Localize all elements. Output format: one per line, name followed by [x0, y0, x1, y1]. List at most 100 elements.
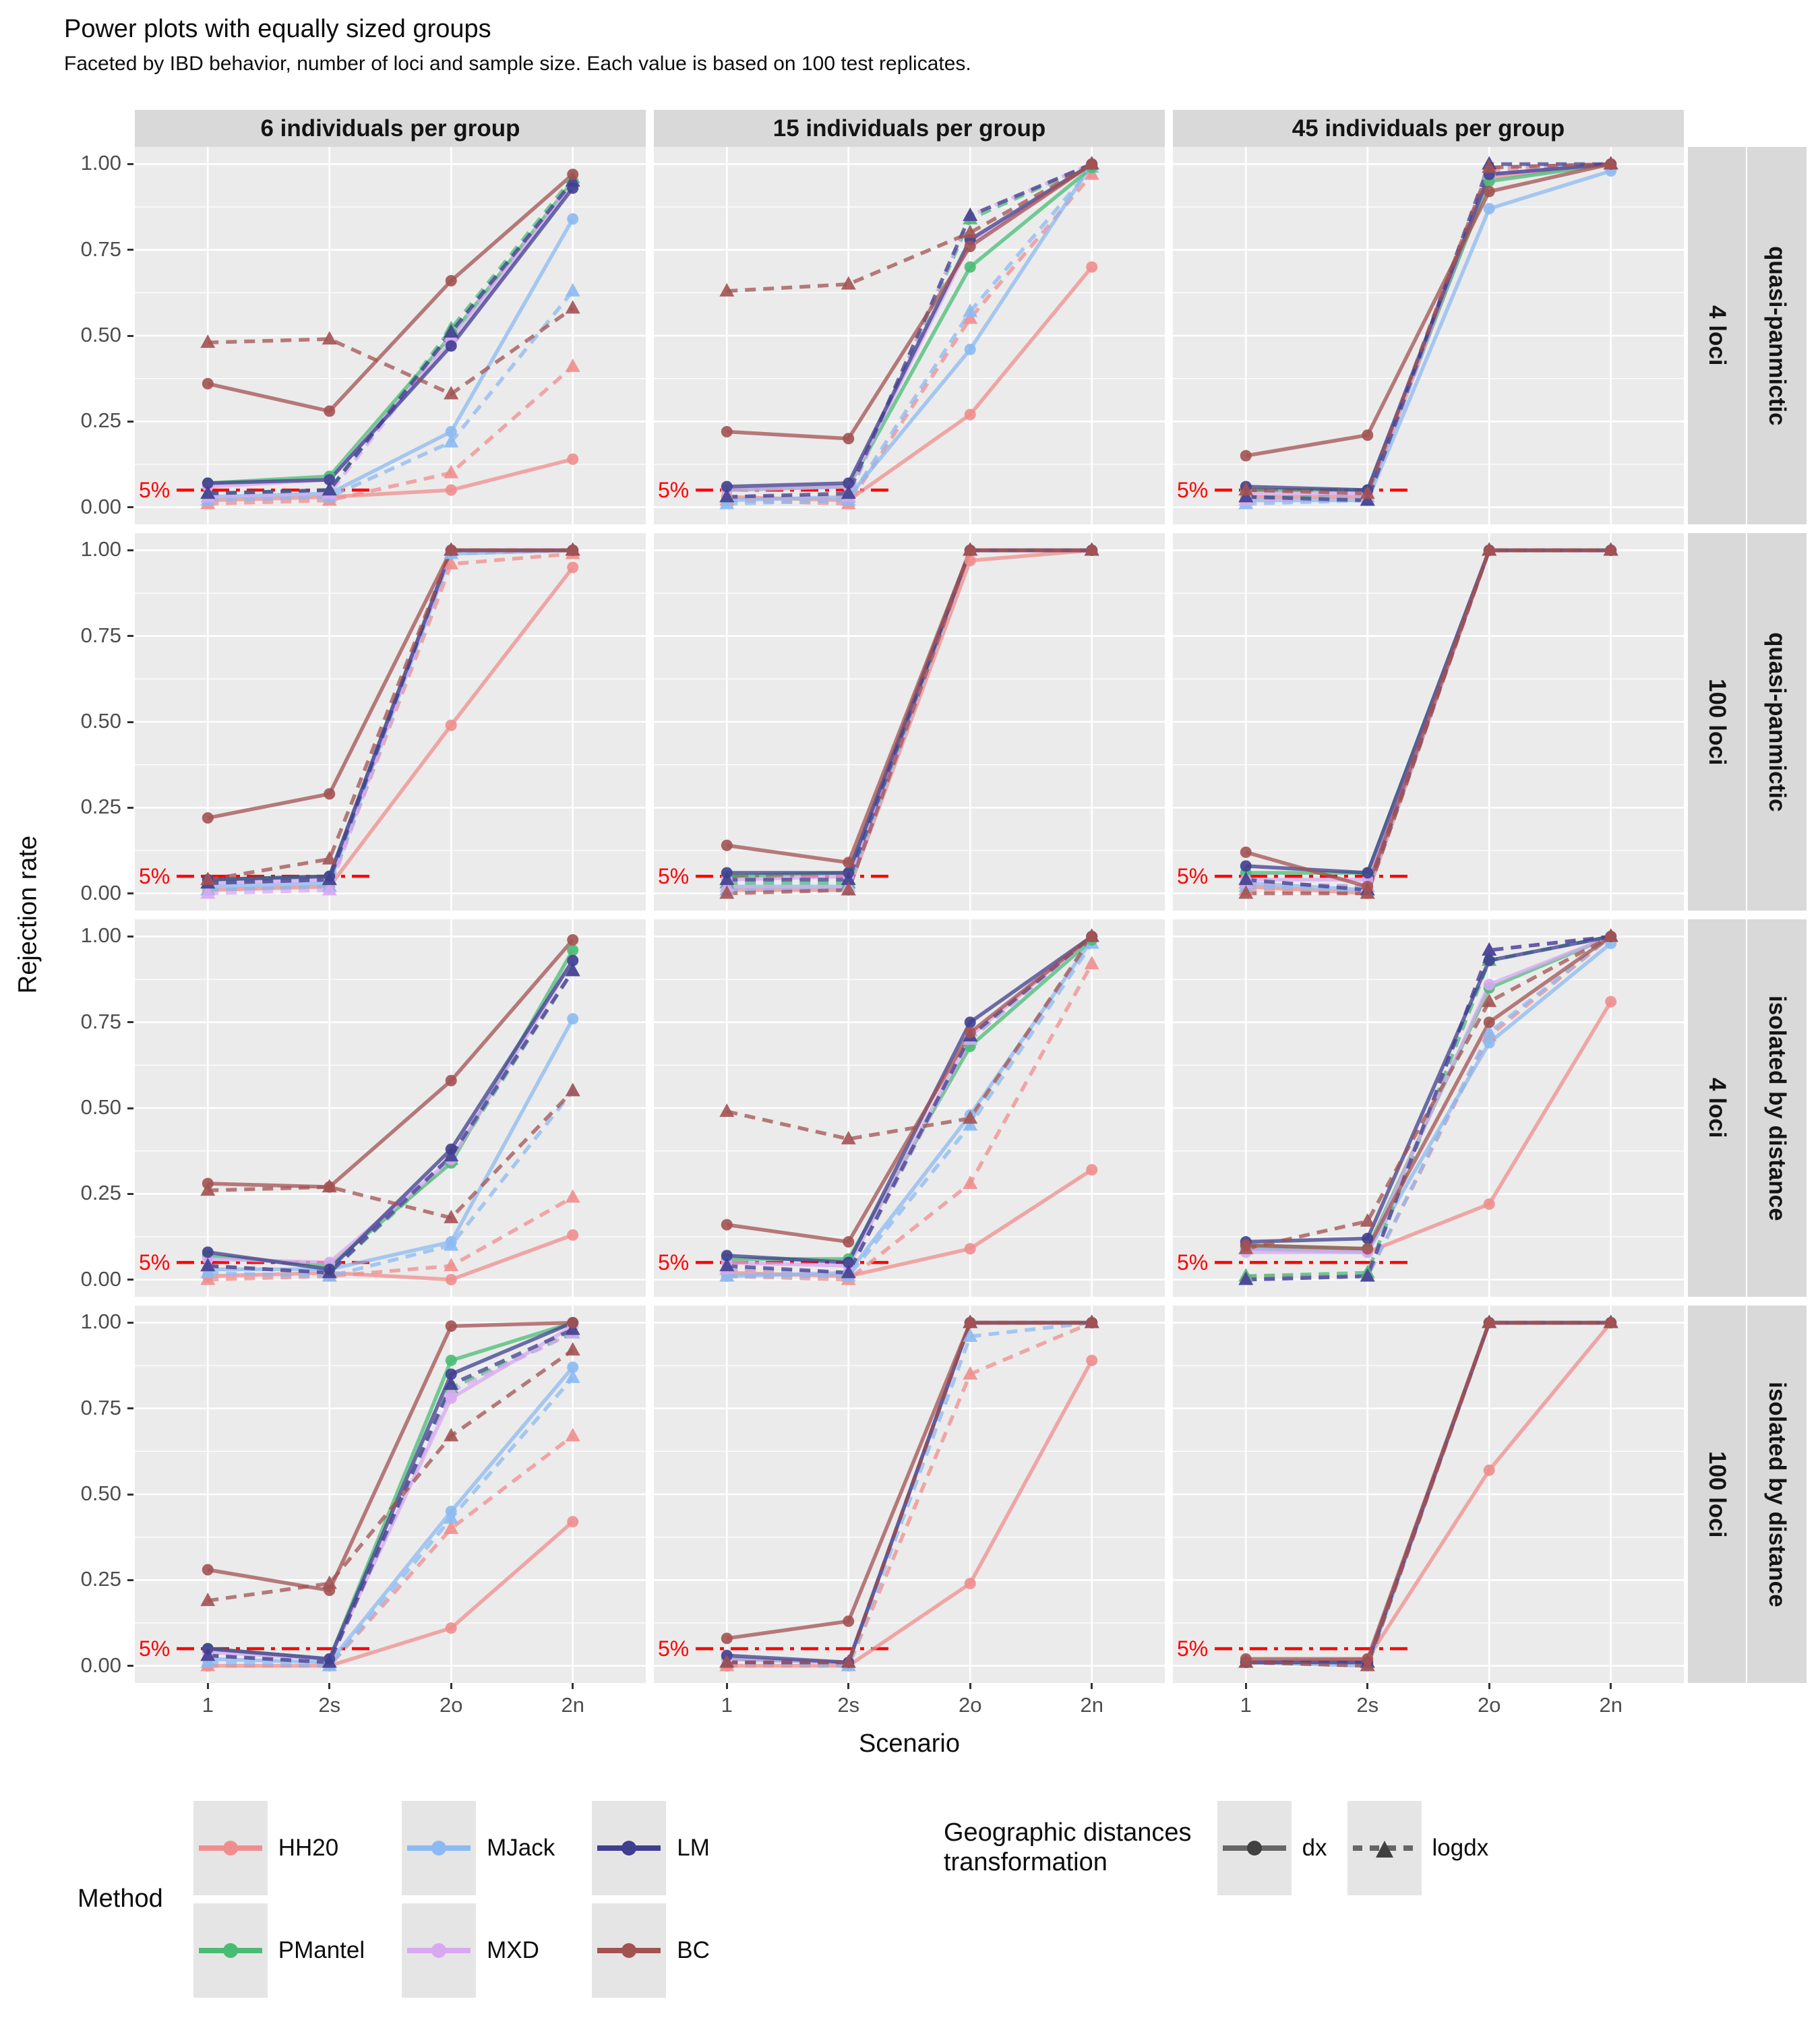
y-tick-mark — [127, 892, 133, 895]
x-tick-label: 2n — [1080, 1693, 1103, 1717]
marker-BC-logdx — [565, 1342, 580, 1356]
legend-transform-title-line1: Geographic distances — [944, 1818, 1192, 1847]
marker-BC-logdx — [1603, 156, 1618, 170]
marker-LM-dx — [1240, 860, 1252, 872]
reference-line-label: 5% — [658, 864, 689, 888]
y-tick-label: 1.00 — [80, 537, 121, 561]
marker-BC-logdx — [322, 851, 337, 865]
marker-LM-logdx — [200, 1647, 216, 1661]
marker-LM-logdx — [719, 489, 735, 503]
marker-HH20-dx — [445, 1622, 457, 1634]
marker-BC-dx — [567, 168, 579, 181]
marker-LM-logdx — [1360, 1268, 1375, 1282]
reference-line-label: 5% — [1177, 1636, 1208, 1661]
x-tick-mark — [725, 1683, 728, 1689]
reference-line-label: 5% — [139, 864, 170, 888]
marker-BC-logdx — [444, 1428, 459, 1442]
marker-LM-logdx — [444, 1376, 459, 1390]
y-tick-label: 0.25 — [80, 1567, 121, 1591]
y-tick-label: 0.75 — [80, 1395, 121, 1419]
marker-LM-logdx — [444, 1148, 459, 1162]
marker-BC-dx — [567, 934, 579, 946]
marker-BC-dx — [721, 426, 733, 438]
series-line-BC-logdx — [727, 162, 1093, 293]
marker-MJack-dx — [567, 213, 579, 225]
legend-transform-label: logdx — [1432, 1835, 1489, 1861]
marker-MXD-logdx — [200, 885, 216, 899]
marker-BC-logdx — [200, 1182, 216, 1196]
reference-line-label: 5% — [1177, 1250, 1208, 1275]
series-line-MJack-logdx — [727, 942, 1094, 1279]
marker-BC-logdx — [1360, 885, 1375, 899]
marker-BC-logdx — [444, 386, 459, 400]
x-tick-mark — [847, 1683, 850, 1689]
x-tick-mark — [450, 1683, 452, 1689]
facet-panel-r0c2: 5% — [1173, 147, 1684, 524]
marker-MJack-logdx — [565, 282, 580, 297]
marker-BC-dx — [843, 433, 855, 445]
marker-PMantel-dx — [964, 261, 976, 273]
marker-BC-logdx — [1238, 885, 1254, 899]
marker-BC-logdx — [565, 300, 580, 314]
series-line-BC-dx — [726, 935, 1093, 1244]
y-tick-mark — [127, 1107, 133, 1109]
series-line-BC-logdx — [207, 1348, 574, 1603]
legend-method-item-BC: BC — [592, 1903, 710, 1998]
legend-key-HH20 — [193, 1801, 268, 1895]
marker-HH20-dx — [567, 1516, 579, 1528]
marker-LM-logdx — [841, 485, 856, 499]
marker-HH20-logdx — [963, 1366, 978, 1380]
marker-BC-logdx — [719, 1103, 735, 1117]
x-tick-mark — [1488, 1683, 1490, 1689]
marker-HH20-logdx — [444, 1258, 459, 1272]
marker-HH20-dx — [445, 1274, 457, 1286]
x-tick-label: 1 — [202, 1693, 214, 1717]
marker-BC-logdx — [841, 1654, 856, 1668]
series-line-LM-logdx — [208, 180, 574, 495]
marker-HH20-logdx — [444, 555, 459, 570]
marker-BC-logdx — [1482, 542, 1497, 556]
reference-line-label: 5% — [1177, 864, 1208, 888]
legend-method: Method HH20 MJack LM PMantel MXD BC — [78, 1801, 710, 1998]
x-tick-label: 2o — [958, 1693, 982, 1717]
marker-MJack-dx — [567, 1013, 579, 1025]
legend-transform-items: dx logdx — [1217, 1801, 1509, 1895]
facet-panel-r1c2: 5% — [1173, 533, 1684, 911]
marker-MJack-dx — [1483, 1037, 1495, 1049]
y-tick-label: 0.50 — [80, 1481, 121, 1505]
series-line-MJack-logdx — [208, 290, 574, 503]
y-tick-mark — [127, 1579, 133, 1581]
y-tick-mark — [127, 1665, 133, 1667]
marker-LM-logdx — [322, 871, 337, 886]
series-line-BC-dx — [207, 1320, 573, 1593]
series-line-BC-logdx — [1245, 935, 1612, 1251]
reference-line-label: 5% — [658, 1636, 689, 1661]
marker-MJack-logdx — [200, 1264, 216, 1279]
facet-panel-r1c1: 5% — [654, 533, 1165, 911]
marker-BC-dx — [843, 857, 855, 869]
marker-MJack-logdx — [444, 1510, 459, 1524]
marker-HH20-dx — [964, 1243, 976, 1255]
marker-BC-logdx — [1603, 542, 1618, 556]
marker-BC-dx — [1483, 1016, 1495, 1029]
marker-BC-logdx — [322, 1179, 337, 1193]
marker-BC-logdx — [565, 1082, 580, 1097]
marker-BC-dx — [721, 1632, 733, 1645]
x-tick-mark — [1366, 1683, 1369, 1689]
series-line-BC-logdx — [1246, 548, 1611, 896]
legend-method-item-LM: LM — [592, 1801, 710, 1895]
legend-method-label: LM — [677, 1835, 710, 1861]
marker-BC-dx — [567, 1316, 579, 1328]
marker-BC-logdx — [1084, 542, 1099, 556]
legend-key-BC — [592, 1903, 667, 1998]
x-tick-label: 2n — [561, 1693, 584, 1717]
reference-line-label: 5% — [1177, 478, 1208, 502]
marker-BC-logdx — [1084, 156, 1099, 170]
marker-LM-dx — [567, 954, 579, 967]
marker-BC-logdx — [963, 1110, 978, 1124]
facet-panel-r3c1: 5% — [654, 1306, 1165, 1683]
marker-LM-dx — [202, 477, 214, 489]
marker-MJack-dx — [964, 343, 976, 355]
legend-key-MXD — [402, 1903, 477, 1998]
y-tick-label: 1.00 — [80, 151, 121, 175]
